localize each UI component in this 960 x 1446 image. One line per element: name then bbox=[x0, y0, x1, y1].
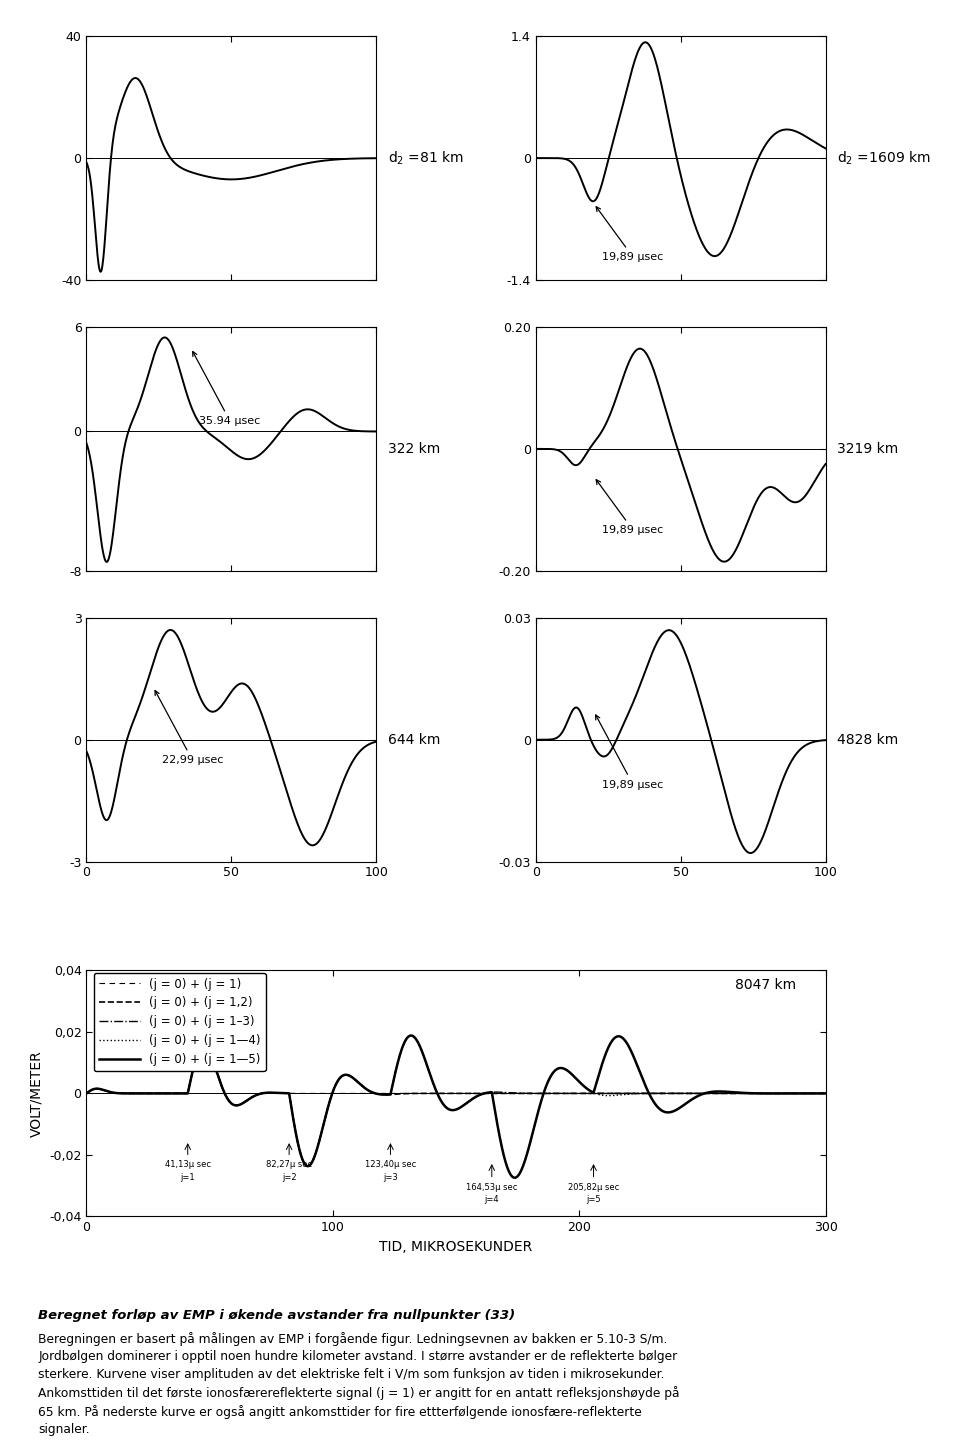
(j = 0) + (j = 1—5) bbox=[432, 1086, 444, 1103]
(j = 0) + (j = 1) bbox=[81, 1084, 92, 1102]
(j = 0) + (j = 1,2) bbox=[302, 1157, 314, 1174]
(j = 0) + (j = 1–3) bbox=[798, 1084, 809, 1102]
(j = 0) + (j = 1—4) bbox=[618, 1086, 630, 1103]
(j = 0) + (j = 1–3) bbox=[820, 1084, 831, 1102]
(j = 0) + (j = 1—5) bbox=[391, 1057, 402, 1074]
(j = 0) + (j = 1) bbox=[397, 1084, 409, 1102]
(j = 0) + (j = 1,2) bbox=[198, 1038, 209, 1056]
(j = 0) + (j = 1—5) bbox=[760, 1084, 772, 1102]
Y-axis label: VOLT/METER: VOLT/METER bbox=[30, 1050, 43, 1137]
Line: (j = 0) + (j = 1—5): (j = 0) + (j = 1—5) bbox=[86, 1035, 826, 1177]
(j = 0) + (j = 1) bbox=[820, 1084, 831, 1102]
Line: (j = 0) + (j = 1—4): (j = 0) + (j = 1—4) bbox=[86, 1035, 826, 1177]
(j = 0) + (j = 1—4) bbox=[405, 1027, 417, 1044]
(j = 0) + (j = 1) bbox=[618, 1084, 630, 1102]
(j = 0) + (j = 1—5) bbox=[509, 1168, 520, 1186]
(j = 0) + (j = 1—5) bbox=[397, 1037, 409, 1054]
Text: Beregningen er basert på målingen av EMP i forgående figur. Ledningsevnen av bak: Beregningen er basert på målingen av EMP… bbox=[38, 1332, 680, 1436]
(j = 0) + (j = 1—4) bbox=[509, 1168, 520, 1186]
(j = 0) + (j = 1–3) bbox=[302, 1157, 314, 1174]
(j = 0) + (j = 1—5) bbox=[798, 1084, 809, 1102]
(j = 0) + (j = 1–3) bbox=[618, 1084, 630, 1102]
Text: 35.94 μsec: 35.94 μsec bbox=[193, 351, 261, 427]
(j = 0) + (j = 1—4) bbox=[760, 1084, 772, 1102]
(j = 0) + (j = 1,2) bbox=[392, 1086, 403, 1103]
Text: 8047 km: 8047 km bbox=[735, 977, 796, 992]
(j = 0) + (j = 1,2) bbox=[81, 1084, 92, 1102]
Text: 3219 km: 3219 km bbox=[837, 442, 899, 455]
(j = 0) + (j = 1—4) bbox=[798, 1084, 809, 1102]
Text: 19,89 μsec: 19,89 μsec bbox=[596, 207, 663, 262]
Text: 164,53μ sec: 164,53μ sec bbox=[467, 1183, 517, 1192]
(j = 0) + (j = 1) bbox=[198, 1038, 209, 1056]
(j = 0) + (j = 1—5) bbox=[405, 1027, 417, 1044]
Text: 41,13μ sec: 41,13μ sec bbox=[165, 1161, 211, 1170]
Text: 205,82μ sec: 205,82μ sec bbox=[568, 1183, 619, 1192]
Text: 4828 km: 4828 km bbox=[837, 733, 899, 746]
Line: (j = 0) + (j = 1): (j = 0) + (j = 1) bbox=[86, 1047, 826, 1105]
(j = 0) + (j = 1–3) bbox=[81, 1084, 92, 1102]
(j = 0) + (j = 1) bbox=[392, 1084, 403, 1102]
(j = 0) + (j = 1,2) bbox=[397, 1084, 409, 1102]
(j = 0) + (j = 1–3) bbox=[397, 1037, 409, 1054]
(j = 0) + (j = 1,2) bbox=[798, 1084, 809, 1102]
Text: 322 km: 322 km bbox=[388, 442, 440, 455]
Text: 19,89 μsec: 19,89 μsec bbox=[595, 714, 663, 790]
Text: 82,27μ sec: 82,27μ sec bbox=[266, 1161, 312, 1170]
Text: 22,99 μsec: 22,99 μsec bbox=[156, 691, 223, 765]
(j = 0) + (j = 1—4) bbox=[820, 1084, 831, 1102]
Text: j=2: j=2 bbox=[282, 1173, 297, 1181]
(j = 0) + (j = 1,2) bbox=[760, 1084, 772, 1102]
Text: j=3: j=3 bbox=[383, 1173, 397, 1181]
(j = 0) + (j = 1—4) bbox=[432, 1086, 444, 1103]
Text: j=4: j=4 bbox=[485, 1194, 499, 1205]
(j = 0) + (j = 1,2) bbox=[432, 1084, 444, 1102]
X-axis label: TID, MIKROSEKUNDER: TID, MIKROSEKUNDER bbox=[379, 1239, 533, 1254]
(j = 0) + (j = 1,2) bbox=[618, 1084, 630, 1102]
Text: 19,89 μsec: 19,89 μsec bbox=[596, 480, 663, 535]
(j = 0) + (j = 1—5) bbox=[820, 1084, 831, 1102]
Text: Beregnet forløp av EMP i økende avstander fra nullpunkter (33): Beregnet forløp av EMP i økende avstande… bbox=[38, 1309, 516, 1322]
(j = 0) + (j = 1—5) bbox=[81, 1084, 92, 1102]
Line: (j = 0) + (j = 1–3): (j = 0) + (j = 1–3) bbox=[86, 1035, 826, 1165]
(j = 0) + (j = 1—4) bbox=[397, 1037, 409, 1054]
(j = 0) + (j = 1,2) bbox=[820, 1084, 831, 1102]
Text: d$_2$ =1609 km: d$_2$ =1609 km bbox=[837, 149, 931, 166]
(j = 0) + (j = 1–3) bbox=[405, 1027, 417, 1044]
Text: j=1: j=1 bbox=[180, 1173, 195, 1181]
(j = 0) + (j = 1—5) bbox=[618, 1031, 630, 1048]
Text: d$_2$ =81 km: d$_2$ =81 km bbox=[388, 149, 464, 166]
Text: j=5: j=5 bbox=[587, 1194, 601, 1205]
(j = 0) + (j = 1—4) bbox=[391, 1057, 402, 1074]
(j = 0) + (j = 1) bbox=[760, 1084, 772, 1102]
(j = 0) + (j = 1–3) bbox=[432, 1086, 444, 1103]
(j = 0) + (j = 1) bbox=[230, 1096, 242, 1113]
(j = 0) + (j = 1) bbox=[432, 1084, 444, 1102]
(j = 0) + (j = 1–3) bbox=[392, 1057, 403, 1074]
Legend: (j = 0) + (j = 1), (j = 0) + (j = 1,2), (j = 0) + (j = 1–3), (j = 0) + (j = 1—4): (j = 0) + (j = 1), (j = 0) + (j = 1,2), … bbox=[94, 973, 266, 1071]
(j = 0) + (j = 1–3) bbox=[760, 1084, 772, 1102]
Text: 644 km: 644 km bbox=[388, 733, 441, 746]
Text: 123,40μ sec: 123,40μ sec bbox=[365, 1161, 416, 1170]
Line: (j = 0) + (j = 1,2): (j = 0) + (j = 1,2) bbox=[86, 1047, 826, 1165]
(j = 0) + (j = 1—4) bbox=[81, 1084, 92, 1102]
(j = 0) + (j = 1) bbox=[798, 1084, 809, 1102]
